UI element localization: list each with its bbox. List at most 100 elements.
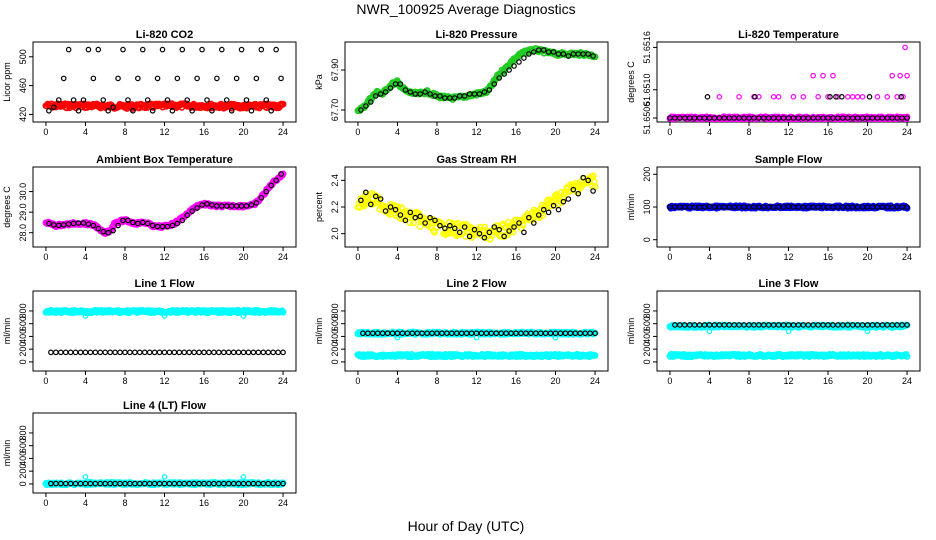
x-tick-label: 0 [43,376,48,386]
data-point [407,209,414,216]
y-tick-label: 0 [18,359,28,364]
data-point [258,194,265,201]
panel-title: Line 2 Flow [447,278,507,290]
data-point [844,94,851,100]
x-tick-label: 8 [122,127,127,137]
data-group [354,45,599,115]
data-point [82,474,89,480]
x-tick-label: 24 [902,127,912,137]
data-group [666,202,911,212]
x-tick-label: 0 [667,252,672,262]
data-point [451,95,458,101]
y-tick-label: 800 [330,303,340,318]
data-point [149,108,156,114]
x-tick-label: 8 [746,127,751,137]
data-point [526,214,532,221]
data-point [110,227,116,234]
data-point [516,59,522,65]
data-point [275,349,281,356]
y-axis-label: degrees C [2,186,12,228]
y-tick-label: 200 [18,464,28,479]
x-tick-label: 0 [43,127,48,137]
raw-point [455,231,463,238]
series-raw_high [716,44,910,100]
data-point [864,328,871,335]
x-tick-label: 4 [83,376,88,386]
panel-line4: Line 4 (LT) Flow ml/min 0 4 8 12 16 20 24 0 200400… [2,400,297,508]
data-point [194,75,200,82]
y-axis-label: ml/min [2,440,12,467]
data-point [240,349,247,356]
data-point [125,217,131,224]
data-point [898,94,904,100]
data-point [135,220,141,227]
y-tick-label: 600 [330,316,340,331]
x-tick-label: 4 [395,127,400,137]
y-tick-label: 400 [18,451,28,466]
data-point [471,226,478,233]
data-point [65,221,72,227]
data-group [354,172,599,243]
data-point [92,349,99,356]
x-tick-label: 24 [902,252,912,262]
raw-point [447,229,455,237]
x-tick-label: 24 [590,376,600,386]
x-tick-label: 16 [823,252,833,262]
x-tick-label: 8 [434,252,439,262]
x-tick-label: 20 [551,376,561,386]
data-point [80,97,87,103]
panel-title: Line 3 Flow [759,278,819,290]
data-point [387,204,394,210]
x-tick-label: 24 [278,376,288,386]
data-point [736,94,742,100]
data-point [810,72,817,79]
data-point [859,94,866,100]
data-point [437,93,443,99]
data-point [127,349,133,356]
panel-ambient: Ambient Box Temperature degrees C 0 4 8 12 16 2… [2,154,297,262]
data-point [491,224,498,230]
data-point [585,51,591,57]
x-tick-label: 4 [707,127,712,137]
data-point [456,229,463,236]
data-point [833,94,839,100]
x-tick-label: 16 [511,376,521,386]
data-point [144,97,151,103]
data-point [402,87,409,93]
x-tick-label: 20 [239,376,249,386]
data-group [666,44,911,122]
data-point [137,349,143,356]
x-tick-label: 20 [863,127,873,137]
x-tick-label: 16 [199,376,209,386]
x-tick-label: 8 [122,252,127,262]
data-point [159,46,166,53]
data-point [265,349,272,356]
data-point [228,108,235,114]
data-point [263,97,270,103]
data-point [161,349,168,356]
data-point [555,206,562,213]
data-point [849,94,856,100]
data-point [496,75,503,81]
y-tick-label: 200 [330,342,340,357]
data-point [263,188,270,195]
y-axis-label: ml/min [626,318,636,345]
data-point [209,108,215,114]
data-group [42,46,287,114]
data-point [372,93,379,99]
data-point [889,72,896,79]
data-point [65,46,72,53]
data-point [407,89,414,95]
x-tick-label: 4 [83,127,88,137]
y-tick-label: 400 [642,329,652,344]
raw-point [415,210,423,217]
y-tick-label: 51.6510 [642,73,652,106]
data-point [486,87,493,93]
data-point [186,349,193,356]
data-point [243,203,250,209]
data-point [107,349,113,356]
data-point [194,205,200,211]
raw-point [591,352,599,359]
data-point [230,349,237,356]
data-point [67,349,74,356]
